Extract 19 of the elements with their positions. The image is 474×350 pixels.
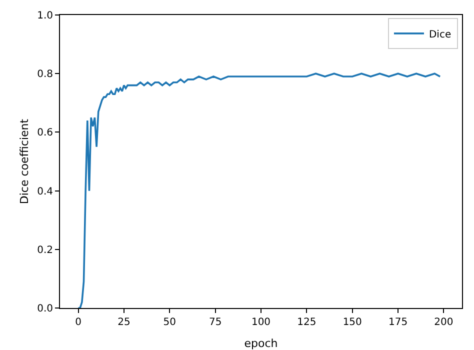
y-axis-title: Dice coefficient — [18, 118, 31, 204]
y-tick-label: 0.2 — [37, 244, 53, 256]
y-tick-label: 0.6 — [37, 128, 53, 139]
x-tick-label: 50 — [163, 317, 176, 328]
y-tick-label: 1.0 — [37, 10, 53, 22]
y-tick-label: 0.4 — [37, 186, 53, 198]
line-series — [77, 72, 441, 308]
x-axis-title: epoch — [244, 337, 278, 350]
legend-label: Dice — [428, 29, 452, 40]
x-tick-label: 175 — [388, 317, 408, 328]
y-tick-label: 0.0 — [37, 304, 53, 314]
x-tick-label: 200 — [434, 317, 454, 328]
x-tick-label: 25 — [118, 317, 130, 328]
y-tick-label: 0.8 — [37, 69, 53, 80]
x-tick-label: 100 — [251, 317, 271, 328]
x-tick-label: 0 — [75, 317, 82, 328]
x-tick-label: 75 — [208, 317, 222, 328]
x-tick-label: 150 — [342, 317, 362, 328]
x-tick-label: 125 — [297, 317, 316, 328]
